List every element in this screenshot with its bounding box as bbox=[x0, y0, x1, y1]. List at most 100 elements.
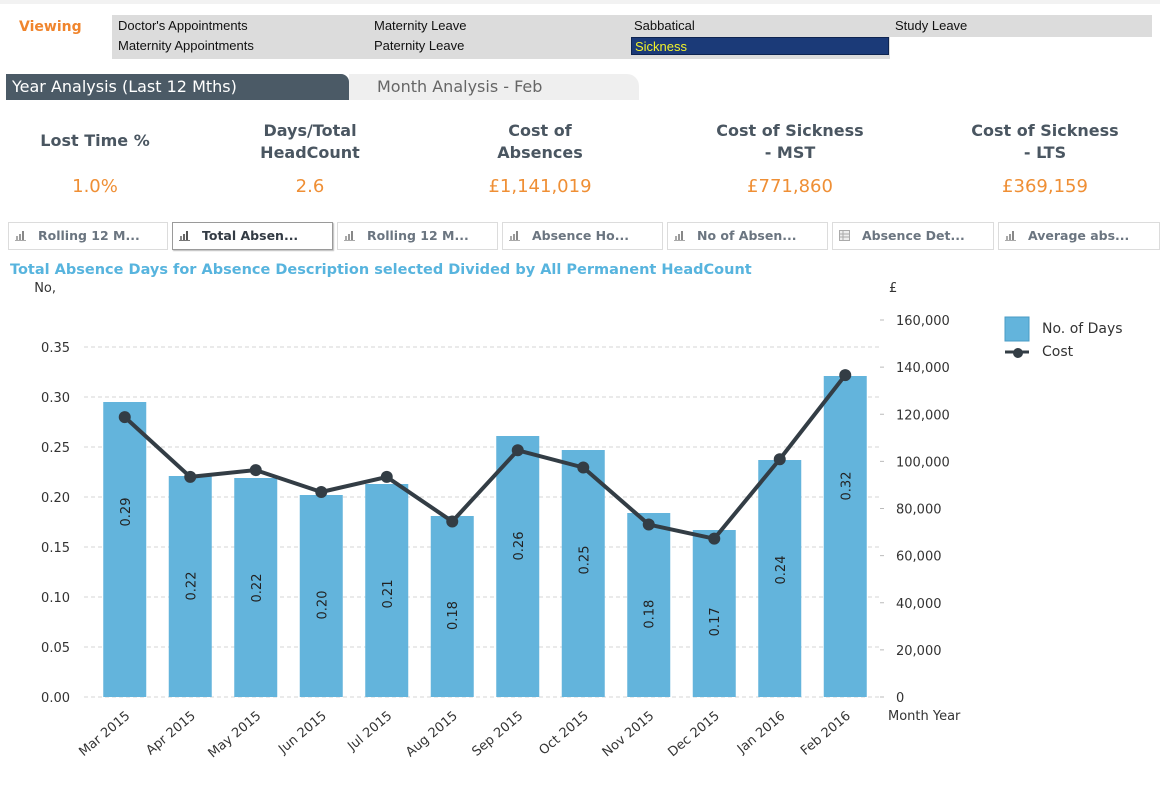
x-tick-label: May 2015 bbox=[206, 709, 265, 762]
cost-point bbox=[642, 518, 655, 531]
x-tick-label: Feb 2016 bbox=[798, 709, 854, 759]
kpi-value: 1.0% bbox=[72, 176, 118, 197]
kpi-value: £771,860 bbox=[747, 176, 833, 197]
bar-chart-icon bbox=[1005, 231, 1016, 241]
bar-data-label: 0.18 bbox=[446, 601, 461, 630]
bar-data-label: 0.29 bbox=[119, 498, 134, 527]
bar-aug-2015 bbox=[430, 516, 474, 697]
chart-tab-rolling-12m-2[interactable]: Rolling 12 M... bbox=[337, 222, 498, 250]
chart-tab-label: Average abs... bbox=[1028, 228, 1130, 243]
y2-tick-label: 80,000 bbox=[896, 503, 942, 518]
legend: No. of Days Cost bbox=[1004, 316, 1123, 360]
kpi-label-line2: HeadCount bbox=[260, 143, 360, 162]
y-tick-label: 0.00 bbox=[41, 691, 70, 706]
chart-tab-total-absence[interactable]: Total Absen... bbox=[172, 222, 333, 250]
kpi-value: 2.6 bbox=[295, 176, 325, 197]
y-tick-label: 0.30 bbox=[41, 391, 70, 406]
kpi-value: £1,141,019 bbox=[488, 176, 592, 197]
legend-label-cost: Cost bbox=[1042, 344, 1074, 360]
filter-item-maternity-leave[interactable]: Maternity Leave bbox=[374, 18, 467, 33]
y-tick-label: 0.35 bbox=[41, 341, 70, 356]
kpi-lost-time: Lost Time % 1.0% bbox=[10, 120, 180, 197]
bar-apr-2015 bbox=[168, 476, 212, 697]
bar-jun-2015 bbox=[299, 495, 343, 697]
chart-tab-average-absence[interactable]: Average abs... bbox=[998, 222, 1160, 250]
cost-point bbox=[315, 486, 328, 499]
kpi-cost-of-absences: Cost of Absences £1,141,019 bbox=[455, 120, 625, 197]
filter-item-sabbatical[interactable]: Sabbatical bbox=[634, 18, 695, 33]
cost-point bbox=[773, 453, 786, 466]
chart-tab-rolling-12m[interactable]: Rolling 12 M... bbox=[8, 222, 168, 250]
chart-tab-absence-details[interactable]: Absence Det... bbox=[832, 222, 994, 250]
bar-nov-2015 bbox=[627, 513, 671, 697]
y-tick-label: 0.25 bbox=[41, 441, 70, 456]
bar-oct-2015 bbox=[561, 450, 605, 697]
top-strip bbox=[0, 0, 1160, 4]
x-tick-label: Nov 2015 bbox=[600, 709, 658, 761]
tab-month-analysis[interactable]: Month Analysis - Feb bbox=[349, 74, 639, 100]
bar-data-label: 0.20 bbox=[315, 591, 330, 620]
x-tick-label: Jun 2015 bbox=[275, 709, 329, 758]
absence-filter-listbox[interactable]: Doctor's Appointments Maternity Appointm… bbox=[112, 15, 1152, 59]
x-tick-label: Dec 2015 bbox=[665, 709, 722, 761]
bar-jul-2015 bbox=[365, 484, 409, 697]
y2-tick-label: 20,000 bbox=[896, 644, 942, 659]
bar-chart-icon bbox=[179, 231, 190, 241]
y2-tick-label: 60,000 bbox=[896, 550, 942, 565]
cost-point bbox=[839, 369, 852, 382]
y2-tick-label: 40,000 bbox=[896, 597, 942, 612]
kpi-label-line2: Absences bbox=[497, 143, 583, 162]
x-tick-label: Oct 2015 bbox=[536, 709, 591, 759]
bar-data-label: 0.17 bbox=[708, 607, 723, 636]
bar-data-label: 0.32 bbox=[839, 472, 854, 501]
viewing-label: Viewing bbox=[19, 19, 82, 35]
chart-tab-label: Rolling 12 M... bbox=[38, 228, 140, 243]
legend-label-days: No. of Days bbox=[1042, 321, 1123, 337]
cost-point bbox=[708, 532, 721, 545]
cost-point bbox=[446, 515, 459, 528]
chart-title: Total Absence Days for Absence Descripti… bbox=[10, 262, 752, 278]
kpi-label-line2: - LTS bbox=[1023, 143, 1067, 162]
y2-tick-label: 160,000 bbox=[896, 314, 950, 329]
x-tick-label: Sep 2015 bbox=[469, 709, 526, 760]
bar-jan-2016 bbox=[758, 460, 802, 697]
bar-data-label: 0.24 bbox=[774, 556, 789, 585]
kpi-label-line1: Cost of Sickness bbox=[971, 121, 1119, 140]
x-tick-label: Mar 2015 bbox=[76, 709, 133, 760]
y-tick-label: 0.10 bbox=[41, 591, 70, 606]
filter-item-study-leave[interactable]: Study Leave bbox=[895, 18, 968, 33]
bar-chart-icon bbox=[344, 231, 355, 241]
cost-line bbox=[123, 373, 847, 541]
x-axis-title: Month Year bbox=[888, 709, 961, 724]
kpi-days-headcount: Days/Total HeadCount 2.6 bbox=[225, 120, 395, 197]
kpi-cost-sickness-mst: Cost of Sickness - MST £771,860 bbox=[690, 120, 890, 197]
bar-may-2015 bbox=[234, 478, 278, 697]
y2-tick-label: 100,000 bbox=[896, 455, 950, 470]
x-tick-label: Aug 2015 bbox=[403, 709, 461, 761]
y-tick-label: 0.20 bbox=[41, 491, 70, 506]
x-tick-label: Jan 2016 bbox=[734, 709, 788, 758]
tab-year-analysis[interactable]: Year Analysis (Last 12 Mths) bbox=[6, 74, 349, 100]
y-axis-title: No, bbox=[34, 281, 56, 296]
bar-chart-icon bbox=[674, 231, 685, 241]
x-tick-label: Jul 2015 bbox=[344, 709, 395, 755]
bar-sep-2015 bbox=[496, 436, 540, 697]
bar-chart-icon bbox=[509, 231, 520, 241]
kpi-label-line1: Days/Total bbox=[263, 121, 357, 140]
chart-tab-no-of-absences[interactable]: No of Absen... bbox=[667, 222, 828, 250]
cost-point bbox=[249, 464, 262, 477]
cost-point bbox=[511, 444, 524, 457]
chart-tab-label: Rolling 12 M... bbox=[367, 228, 469, 243]
bar-dec-2015 bbox=[692, 530, 736, 697]
x-tick-label: Apr 2015 bbox=[143, 709, 198, 759]
chart-tab-label: Total Absen... bbox=[202, 228, 299, 243]
kpi-value: £369,159 bbox=[1002, 176, 1088, 197]
filter-item-doctors-appointments[interactable]: Doctor's Appointments bbox=[118, 18, 248, 33]
bar-data-label: 0.18 bbox=[643, 600, 658, 629]
filter-item-paternity-leave[interactable]: Paternity Leave bbox=[374, 38, 465, 53]
bar-data-label: 0.26 bbox=[512, 532, 527, 561]
filter-item-sickness[interactable]: Sickness bbox=[631, 37, 889, 55]
filter-item-maternity-appointments[interactable]: Maternity Appointments bbox=[118, 38, 254, 53]
chart-tab-absence-hours[interactable]: Absence Ho... bbox=[502, 222, 663, 250]
y-tick-label: 0.05 bbox=[41, 641, 70, 656]
